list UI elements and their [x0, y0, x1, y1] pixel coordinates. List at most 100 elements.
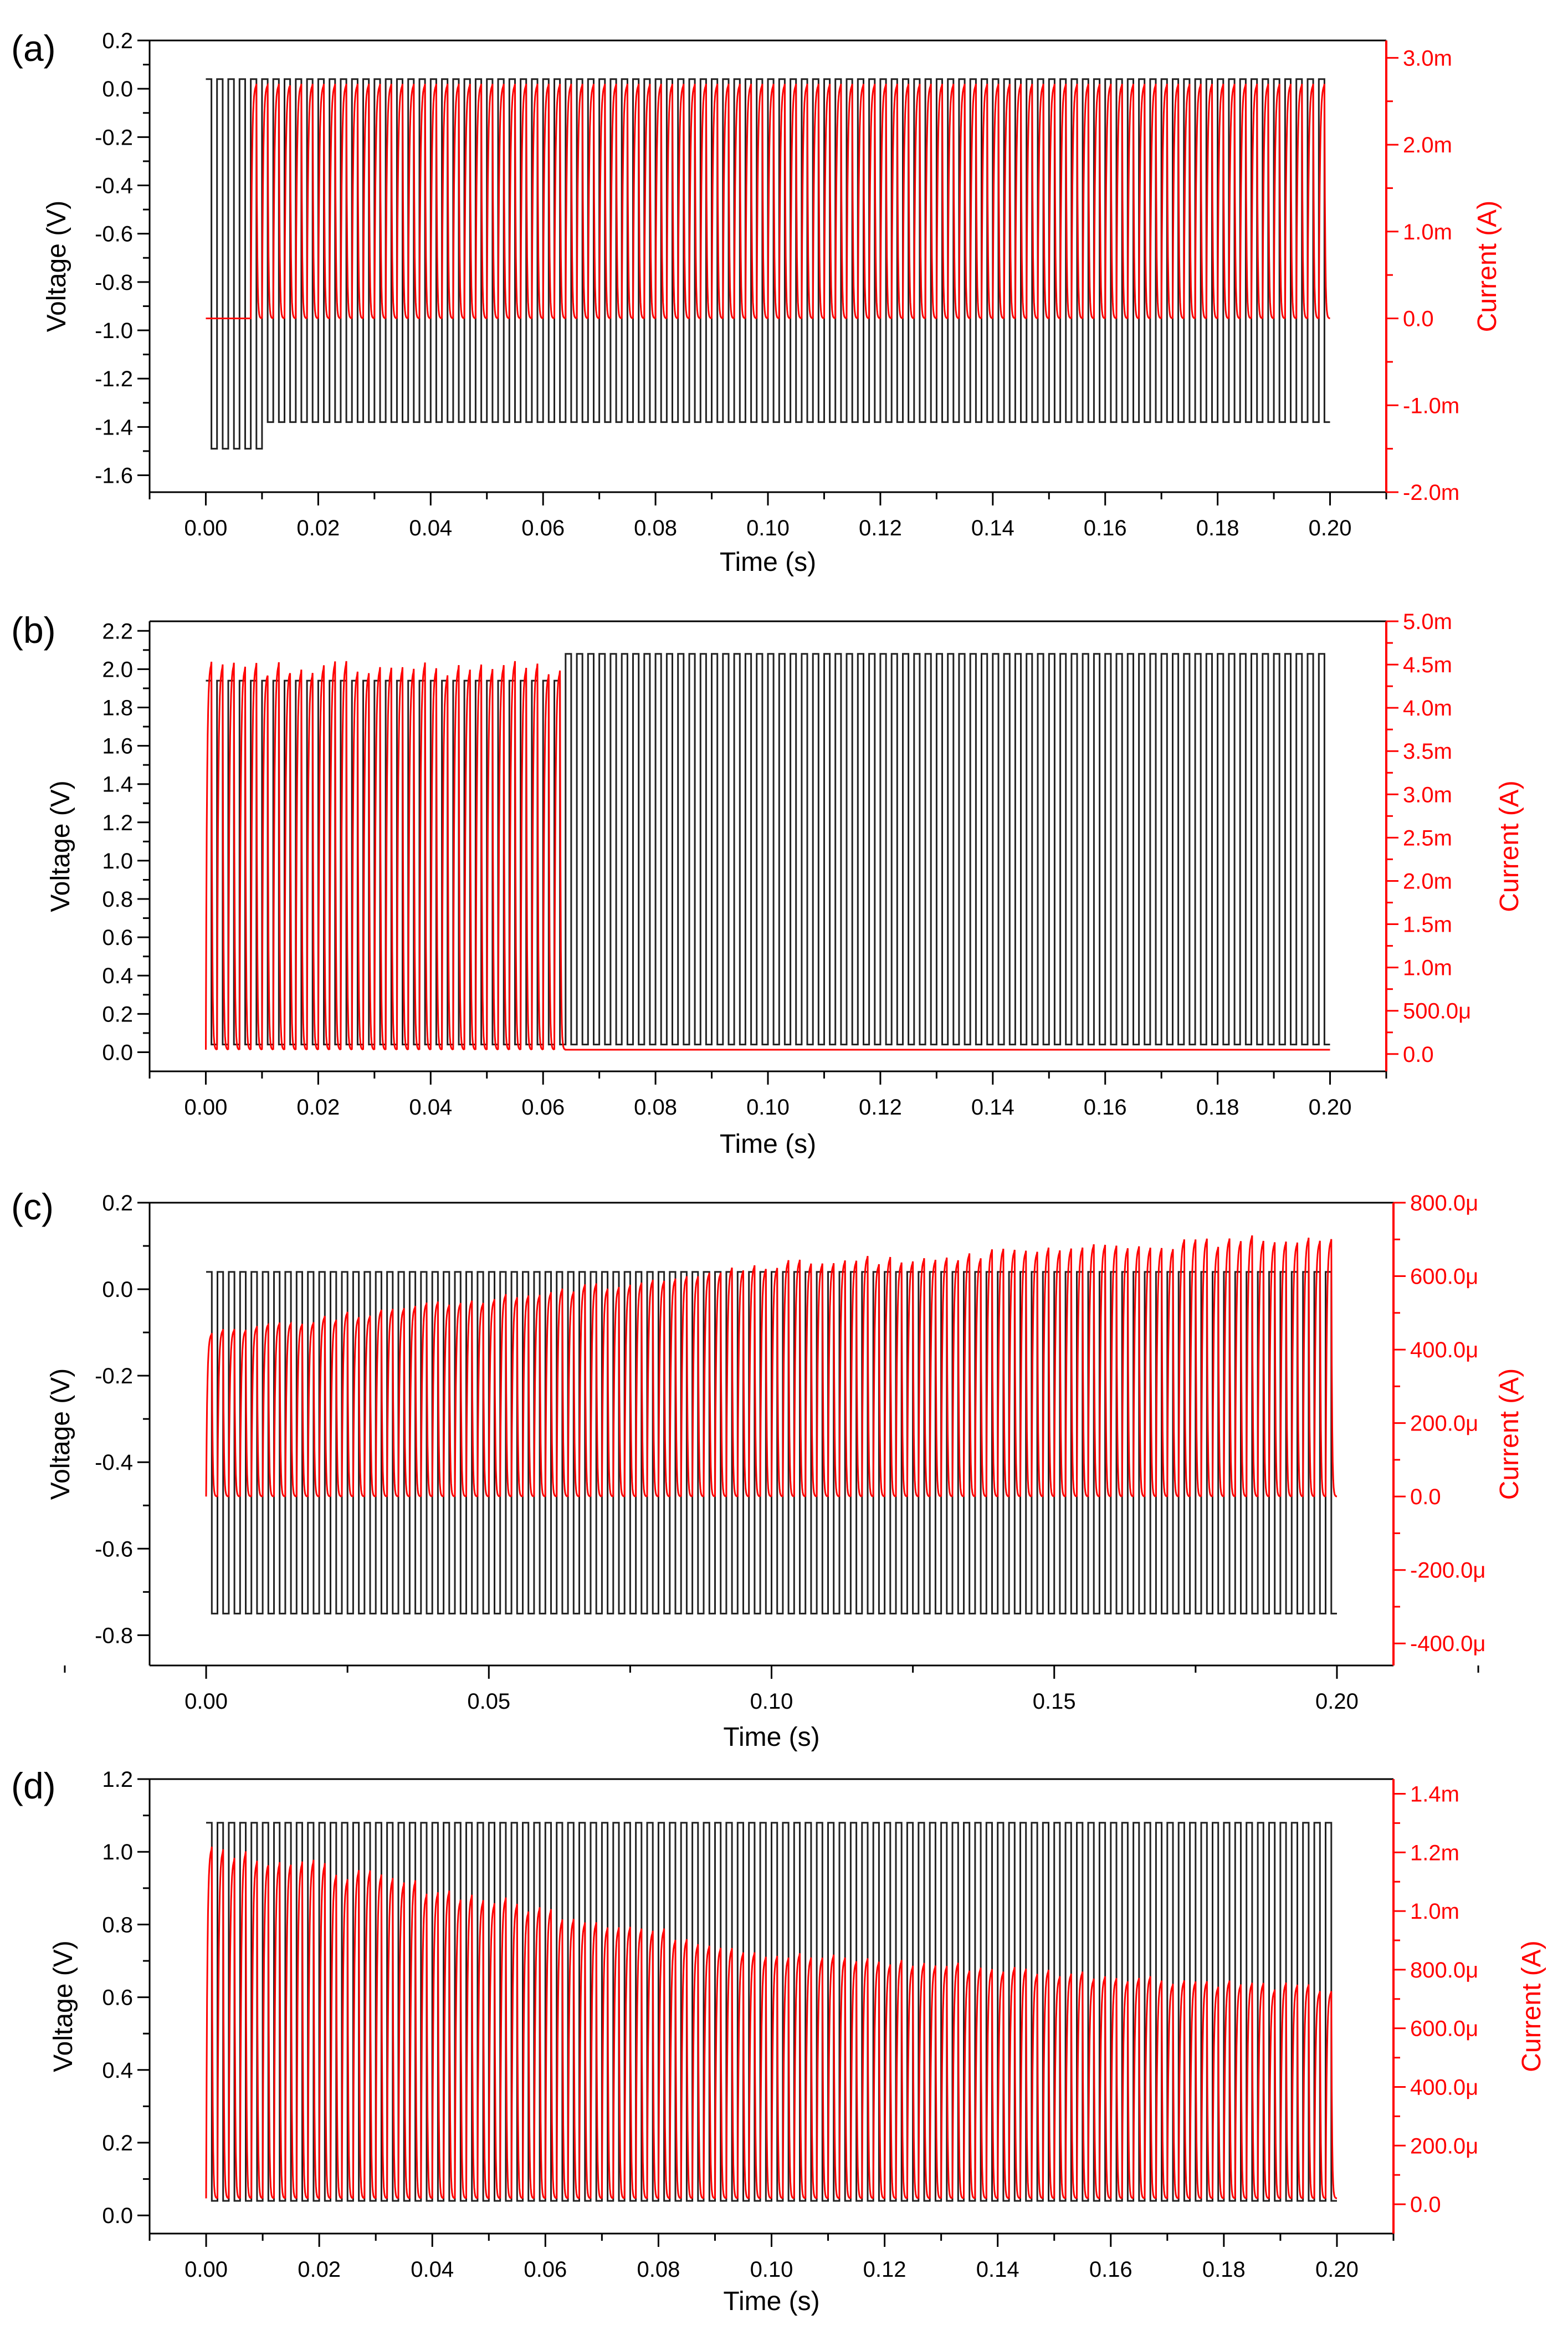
left-y-tick-label: 0.0	[102, 2204, 133, 2228]
left-y-tick-label: 0.0	[102, 1040, 133, 1065]
x-tick-label: 0.18	[1196, 1095, 1239, 1120]
x-tick-label: 0.08	[634, 1095, 677, 1120]
x-tick-label: 0.20	[1309, 516, 1352, 540]
right-y-axis-title: Current (A)	[1495, 1368, 1524, 1500]
x-tick-label: 0.14	[971, 516, 1014, 540]
chart-panel-a: (a) 0.00 0.02 0.04 0.06 0.08 0.10 0.12 0.14 0.16 0…	[11, 28, 1502, 577]
left-y-tick-label: 0.2	[102, 2131, 133, 2155]
x-tick-label: 0.12	[863, 2257, 906, 2282]
current-series-line	[206, 82, 1330, 319]
current-series-line	[205, 661, 1330, 1051]
right-y-tick-label: -200.0μ	[1410, 1559, 1485, 1583]
left-y-tick-label: 1.0	[102, 1840, 133, 1864]
x-tick-label: 0.20	[1315, 2257, 1359, 2282]
right-y-axis-title: Current (A)	[1517, 1940, 1546, 2072]
x-tick-label: 0.16	[1089, 2257, 1133, 2282]
x-tick-label: 0.02	[296, 516, 340, 540]
right-y-axis-title: Current (A)	[1473, 201, 1502, 332]
x-tick-label: 0.16	[1084, 516, 1127, 540]
x-tick-label: 0.10	[746, 516, 790, 540]
left-y-tick-label: -0.6	[95, 1537, 133, 1561]
x-tick-label: 0.10	[750, 1689, 793, 1714]
left-y-tick-label: 2.2	[102, 619, 133, 643]
right-y-tick-label: 400.0μ	[1410, 1338, 1478, 1362]
current-series-line	[205, 1846, 1338, 2199]
left-y-tick-label: 0.6	[102, 926, 133, 950]
left-y-tick-label: 1.8	[102, 696, 133, 720]
x-tick-label: 0.20	[1309, 1095, 1352, 1120]
right-y-tick-label: -2.0m	[1403, 481, 1459, 505]
right-y-tick-label: 0.0	[1410, 1485, 1441, 1509]
x-tick-label: 0.15	[1033, 1689, 1076, 1714]
right-y-tick-label: 3.0m	[1403, 46, 1452, 70]
x-tick-label: 0.02	[298, 2257, 341, 2282]
x-tick-label: 0.10	[746, 1095, 790, 1120]
right-y-tick-label: 1.2m	[1410, 1841, 1459, 1865]
left-y-tick-label: -0.8	[95, 270, 133, 295]
panel-label: (a)	[11, 28, 56, 69]
panel-label: (c)	[11, 1186, 54, 1227]
x-tick-label: 0.18	[1202, 2257, 1246, 2282]
right-y-tick-label: 0.0	[1403, 307, 1434, 331]
left-y-tick-label: 1.0	[102, 849, 133, 873]
x-axis-title: Time (s)	[720, 548, 816, 577]
left-y-tick-label: 0.8	[102, 1913, 133, 1937]
left-y-tick-label: 0.0	[102, 1278, 133, 1302]
right-y-tick-label: 500.0μ	[1403, 999, 1471, 1024]
x-tick-label: 0.06	[521, 1095, 565, 1120]
x-tick-label: 0.04	[409, 516, 452, 540]
right-y-tick-label: 1.0m	[1403, 220, 1452, 244]
x-tick-label: 0.14	[976, 2257, 1019, 2282]
right-y-tick-label: -1.0m	[1403, 394, 1459, 418]
right-y-tick-label: 200.0μ	[1410, 1412, 1478, 1436]
panel-label: (d)	[11, 1765, 56, 1806]
right-y-tick-label: 1.0m	[1403, 956, 1452, 980]
left-y-tick-label: 0.8	[102, 887, 133, 912]
right-y-tick-label: 600.0μ	[1410, 2017, 1478, 2041]
left-y-tick-label: 2.0	[102, 657, 133, 682]
left-y-tick-label: 0.0	[102, 77, 133, 101]
left-y-tick-label: 1.2	[102, 1767, 133, 1792]
left-y-tick-label: -0.2	[95, 1364, 133, 1388]
right-y-tick-label: 400.0μ	[1410, 2075, 1478, 2099]
x-tick-label: 0.06	[521, 516, 565, 540]
left-y-tick-label: 1.2	[102, 811, 133, 835]
chart-panel-b: (b) 0.00 0.02 0.04 0.06 0.08 0.10 0.12 0.14 0.16 0…	[11, 610, 1524, 1159]
x-tick-label: 0.06	[524, 2257, 567, 2282]
right-y-tick-label: 600.0μ	[1410, 1265, 1478, 1289]
voltage-series-line	[206, 1822, 1337, 2202]
right-y-tick-label: 0.0	[1403, 1043, 1434, 1067]
x-tick-label: 0.00	[185, 1689, 228, 1714]
left-y-axis-title: Voltage (V)	[49, 1940, 78, 2072]
left-y-tick-label: 0.4	[102, 964, 133, 988]
right-y-tick-label: 1.0m	[1410, 1899, 1459, 1924]
x-tick-label: 0.10	[750, 2257, 793, 2282]
left-y-tick-label: -0.4	[95, 173, 133, 198]
x-tick-label: 0.08	[634, 516, 677, 540]
right-y-axis-title: Current (A)	[1495, 780, 1524, 912]
current-series-line	[205, 1235, 1338, 1498]
x-axis-title: Time (s)	[723, 1723, 819, 1752]
right-y-tick-label: 1.5m	[1403, 913, 1452, 937]
chart-panel-c: (c) 0.00 0.05 0.10 0.15 0.20 0.2 0.0 -0.2 -0.4 -0.…	[11, 1186, 1524, 1752]
x-axis-title: Time (s)	[720, 1130, 816, 1159]
right-y-tick-label: 1.4m	[1410, 1782, 1459, 1806]
right-y-tick-label: 5.0m	[1403, 610, 1452, 634]
panel-label: (b)	[11, 610, 56, 651]
left-y-tick-label: -0.2	[95, 125, 133, 150]
right-y-tick-label: 2.5m	[1403, 826, 1452, 850]
right-y-tick-label: 3.0m	[1403, 783, 1452, 807]
left-y-tick-label: 0.4	[102, 2058, 133, 2083]
left-y-axis-title: Voltage (V)	[46, 1368, 75, 1500]
x-tick-label: 0.08	[637, 2257, 680, 2282]
left-y-tick-label: -1.2	[95, 367, 133, 391]
right-y-tick-label: 4.5m	[1403, 653, 1452, 677]
x-tick-label: 0.04	[411, 2257, 454, 2282]
x-tick-label: 0.18	[1196, 516, 1239, 540]
x-tick-label: 0.16	[1084, 1095, 1127, 1120]
right-y-tick-label: 2.0m	[1403, 133, 1452, 157]
left-y-tick-label: -0.8	[95, 1623, 133, 1648]
right-y-tick-label: 3.5m	[1403, 739, 1452, 764]
left-y-tick-label: 1.6	[102, 734, 133, 759]
